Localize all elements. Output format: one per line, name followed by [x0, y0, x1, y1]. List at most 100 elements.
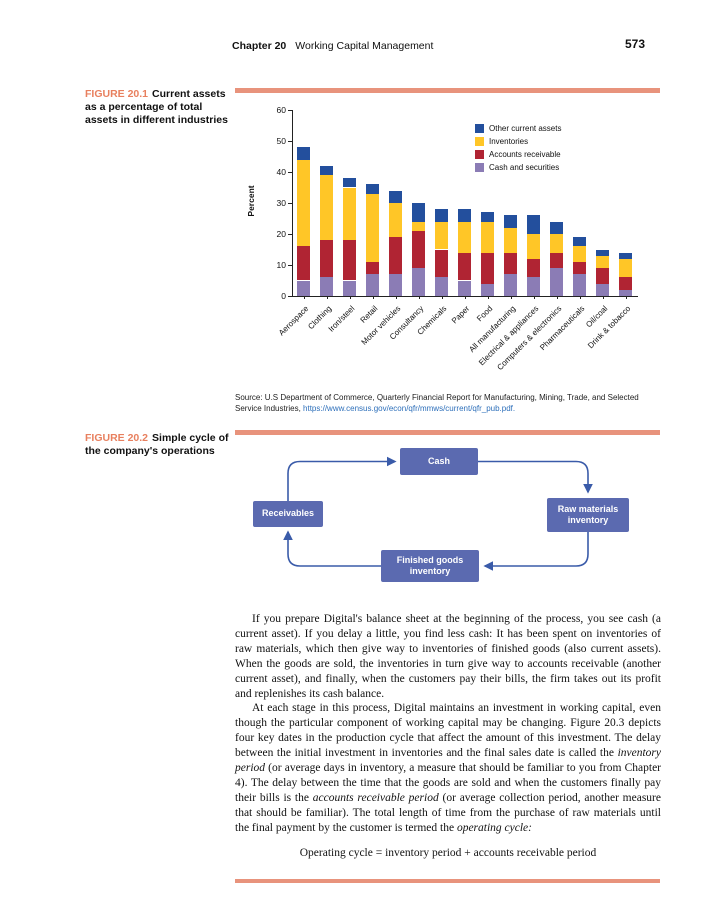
bar-segment [320, 240, 333, 278]
y-tick-label: 0 [281, 291, 286, 301]
body-text: If you prepare Digital's balance sheet a… [235, 612, 661, 861]
bar-segment [297, 246, 310, 281]
node-finished-goods-inventory: Finished goods inventory [381, 550, 479, 582]
x-tick [487, 296, 489, 299]
bar-segment [435, 221, 448, 250]
bar-segment [481, 221, 494, 253]
bar-segment [596, 283, 609, 296]
legend-item: Inventories [475, 137, 561, 146]
legend-swatch [475, 163, 484, 172]
bar-segment [619, 252, 632, 259]
source-link[interactable]: https://www.census.gov/econ/qfr/mmws/cur… [303, 404, 516, 413]
text-run: (or average days in inventory, a measure… [235, 762, 661, 804]
legend-swatch [475, 137, 484, 146]
text-run: Source: U.S Department of Commerce, [235, 393, 377, 402]
figure1-top-rule [235, 88, 660, 93]
bar-segment [458, 252, 471, 281]
text-run: At each stage in this process, Digital m… [235, 702, 661, 760]
legend-item: Accounts receivable [475, 150, 561, 159]
cycle-diagram: Cash Raw materials inventory Receivables… [235, 440, 660, 605]
cycle-arrows-icon [283, 456, 593, 571]
x-tick [395, 296, 397, 299]
x-tick [441, 296, 443, 299]
bar-segment [435, 209, 448, 222]
bar-segment [435, 277, 448, 296]
bar-segment [297, 280, 310, 296]
x-tick [303, 296, 305, 299]
source-note: Source: U.S Department of Commerce, Quar… [235, 392, 660, 414]
bar-segment [573, 246, 586, 262]
bar-segment [596, 255, 609, 269]
paragraph-1: If you prepare Digital's balance sheet a… [235, 613, 661, 700]
bar-segment [343, 178, 356, 188]
y-tick [288, 172, 292, 173]
bar-segment [504, 252, 517, 275]
arrow-raw-to-finished [483, 532, 589, 571]
legend-label: Cash and securities [489, 163, 560, 172]
x-tick [372, 296, 374, 299]
bar-segment [412, 221, 425, 231]
bar-segment [573, 274, 586, 296]
x-tick [326, 296, 328, 299]
bar-segment [343, 187, 356, 241]
y-tick [288, 265, 292, 266]
bar-segment [366, 274, 379, 296]
page-number: 573 [624, 37, 645, 51]
figure1-caption: FIGURE 20.1 Current assets as a percentag… [85, 88, 235, 127]
text-run: (or average collection period, another m… [235, 791, 661, 834]
bar-segment [527, 258, 540, 278]
bar-segment [619, 258, 632, 278]
bar-segment [343, 240, 356, 281]
bar-segment [550, 252, 563, 269]
bar-segment [481, 252, 494, 284]
y-tick-label: 50 [276, 136, 286, 146]
bar-segment [343, 280, 356, 296]
operating-cycle-equation: Operating cycle = inventory period + acc… [299, 846, 597, 859]
arrow-receivables-to-cash [287, 456, 397, 501]
y-tick-label: 20 [276, 229, 286, 239]
legend-label: Other current assets [489, 124, 562, 133]
x-tick [464, 296, 466, 299]
bar-segment [573, 261, 586, 275]
text-run: inventory period [235, 747, 661, 775]
bar-segment [550, 234, 563, 253]
legend-item: Other current assets [475, 124, 561, 133]
x-tick [625, 296, 627, 299]
bar-segment [481, 212, 494, 222]
bar-segment [412, 268, 425, 296]
x-tick [602, 296, 604, 299]
legend-label: Accounts receivable [489, 150, 561, 159]
figure2-label: FIGURE 20.2 [85, 432, 149, 444]
y-tick-label: 40 [276, 167, 286, 177]
arrow-finished-to-receivables [283, 530, 381, 567]
paragraph-2: At each stage in this process, Digital m… [235, 701, 661, 835]
y-axis [292, 110, 293, 296]
bar-segment [366, 193, 379, 262]
figure2-caption: FIGURE 20.2 Simple cycle of the company's… [85, 432, 235, 458]
figure2-caption-text: Simple cycle of the company's operations [85, 432, 229, 457]
x-tick [556, 296, 558, 299]
text-run: Quarterly Financial Report for Manufactu… [235, 393, 639, 413]
legend-swatch [475, 124, 484, 133]
bar-segment [458, 209, 471, 222]
page-bottom-rule [235, 879, 660, 883]
legend-item: Cash and securities [475, 163, 561, 172]
arrow-cash-to-raw [478, 460, 593, 494]
x-tick [418, 296, 420, 299]
figure1-chart: 0 10 20 30 40 50 60 Percent Aerospace Clothing Iro… [237, 96, 660, 396]
bar-segment [320, 165, 333, 176]
figure1-caption-text: Current assets as a percentage of total … [85, 88, 228, 126]
y-tick-label: 10 [276, 260, 286, 270]
y-tick [288, 141, 292, 142]
bar-segment [573, 237, 586, 247]
bar-segment [412, 203, 425, 222]
node-raw-materials-inventory: Raw materials inventory [547, 498, 629, 532]
text-run: accounts receivable period [312, 791, 439, 804]
bar-segment [504, 215, 517, 228]
bar-segment [366, 184, 379, 194]
bar-segment [550, 268, 563, 296]
y-tick [288, 296, 292, 297]
bar-segment [527, 215, 540, 234]
figure2-top-rule [235, 430, 660, 435]
